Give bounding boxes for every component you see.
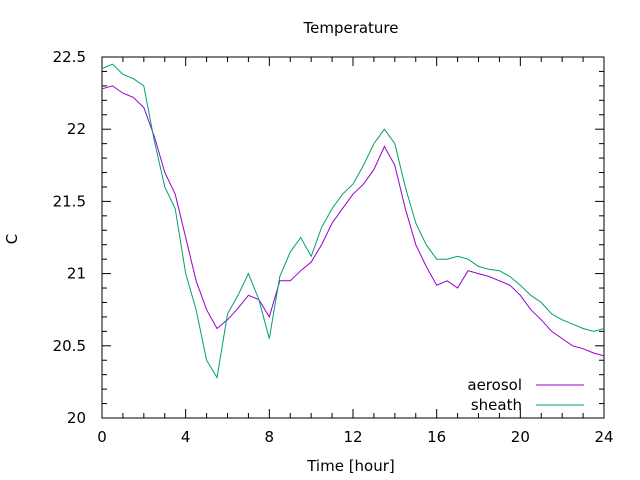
y-tick-label: 22: [67, 120, 86, 138]
plot-frame: [101, 56, 605, 419]
y-axis-label: C: [3, 234, 21, 244]
x-tick-label: 16: [427, 428, 446, 446]
x-tick-label: 12: [343, 428, 362, 446]
x-axis-label: Time [hour]: [306, 457, 395, 475]
legend: aerosol sheath: [467, 376, 584, 414]
series-line-sheath: [101, 63, 605, 380]
y-tick-label: 21: [67, 265, 86, 283]
y-tick-label: 22.5: [53, 48, 86, 66]
legend-label-aerosol: aerosol: [467, 376, 522, 394]
x-tick-label: 24: [594, 428, 613, 446]
y-tick-label: 20.5: [53, 337, 86, 355]
y-tick-label: 20: [67, 409, 86, 427]
x-tick-label: 0: [97, 428, 107, 446]
x-tick-label: 8: [265, 428, 275, 446]
y-tick-label: 21.5: [53, 192, 86, 210]
x-tick-label: 4: [181, 428, 191, 446]
series-line-aerosol: [101, 85, 605, 357]
legend-label-sheath: sheath: [471, 396, 522, 414]
plot-area: 0 4 8 12 16 20 24 20 20.5 21 21.5 22 22.5: [53, 48, 614, 446]
chart-title: Temperature: [302, 19, 398, 37]
x-tick-label: 20: [511, 428, 530, 446]
